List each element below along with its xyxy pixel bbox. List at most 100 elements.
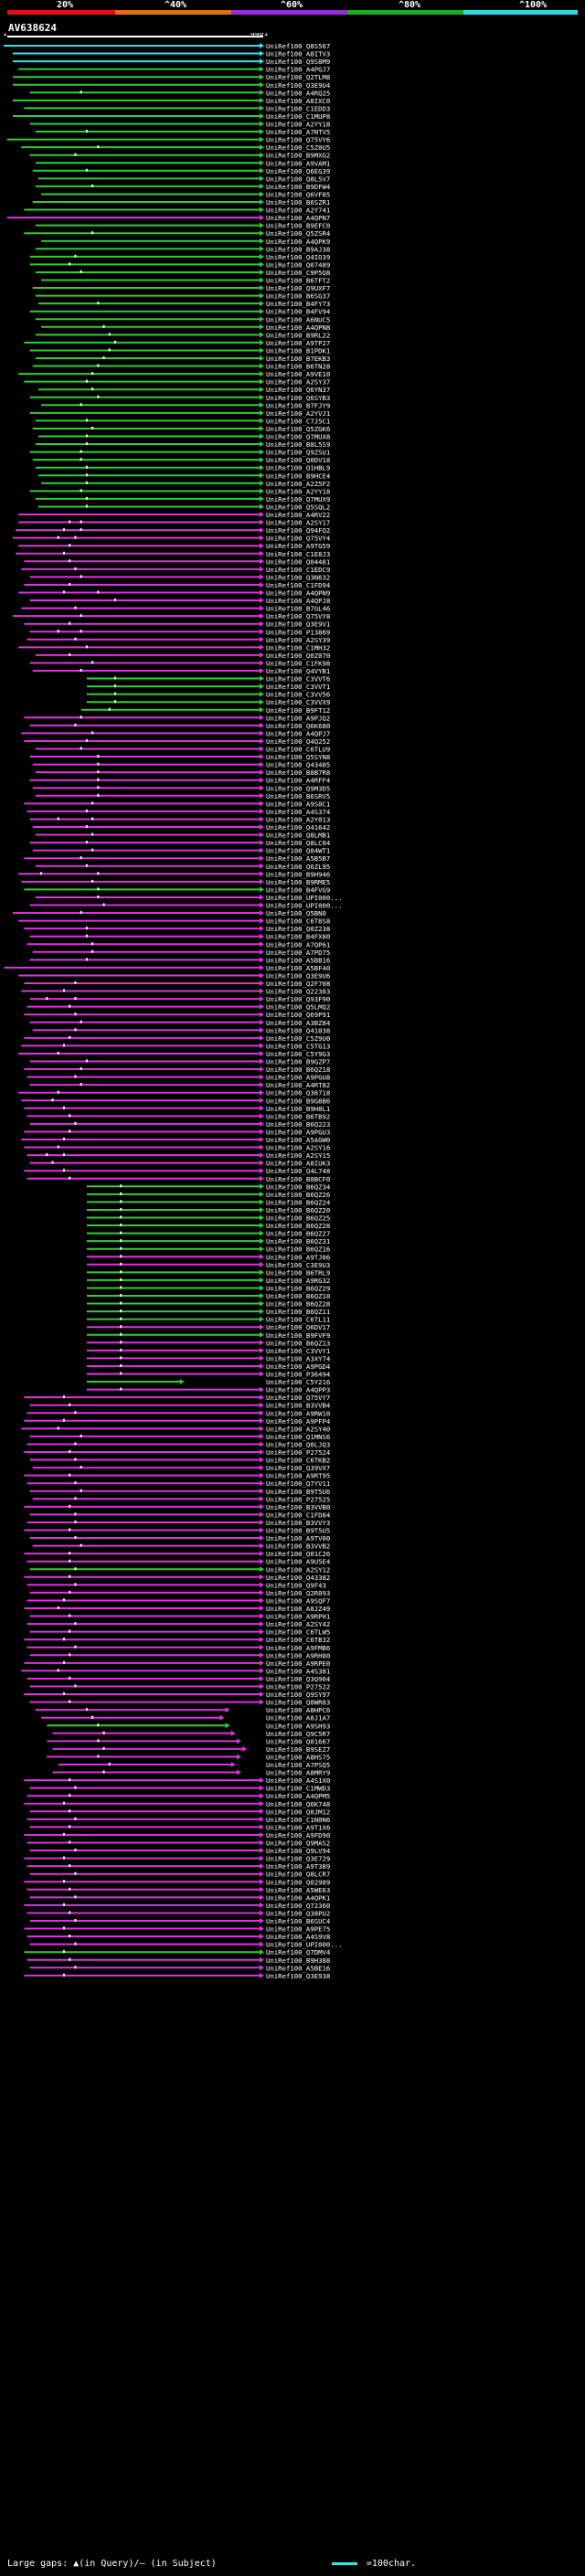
hit-arrow [260,636,264,642]
hit-label: UniRef100_A2YY18 [266,121,330,129]
gap-marker [80,458,82,461]
hit-arrow [260,1863,264,1870]
hit-label: UniRef100_Q9S8M9 [266,58,330,66]
hit-label: UniRef100_A9TP27 [266,339,330,347]
gap-marker [69,559,71,563]
gap-marker [69,1528,71,1532]
hit-label: UniRef100_B6QZ24 [266,1198,331,1206]
gap-marker [120,1277,122,1281]
gap-marker [108,333,111,336]
gap-marker [74,1121,77,1125]
hit-arrow [260,152,264,158]
gap-marker [69,1911,71,1914]
alignment-chart: 1 4401UniRef100_Q8S567UniRef100_A8ITV3Uni… [3,33,342,1980]
gap-marker [102,324,105,328]
hit-label: UniRef100_C6TKB2 [266,1457,330,1465]
gap-marker [80,911,82,915]
hit-arrow [260,535,264,541]
hit-arrow [260,1675,264,1681]
gap-marker [74,1942,77,1945]
hit-label: UniRef100_B9FVF9 [266,1331,330,1340]
hit-arrow [260,136,264,143]
hit-arrow [260,347,264,354]
hit-arrow [260,301,264,307]
hit-arrow [260,1824,264,1830]
gap-marker [120,1255,122,1258]
hit-arrow [260,1433,264,1439]
hit-label: UniRef100_C6TB32 [266,1636,330,1644]
gap-marker [120,1200,122,1203]
scale-label-40: ^40% [165,0,187,10]
hit-label: UniRef100_Q1HBL9 [266,464,330,472]
hit-arrow [260,1808,264,1815]
hit-arrow [260,308,264,314]
gap-marker [97,755,100,758]
hit-arrow [260,917,264,924]
hit-arrow [260,1785,264,1791]
hit-label: UniRef100_B6QZ34 [266,1182,331,1191]
hit-label: UniRef100_B3VVB2 [266,1542,330,1551]
hit-label: UniRef100_B9GZP7 [266,1058,330,1066]
hit-label: UniRef100_Q5SYN8 [266,753,330,761]
gap-marker [51,1161,54,1164]
gap-marker [97,590,100,594]
hit-label: UniRef100_Q3E729 [266,1855,330,1863]
hit-label: UniRef100_B8L5S9 [266,440,330,449]
gap-marker [62,1950,65,1954]
gap-marker [97,302,100,305]
hit-arrow [260,1972,264,1978]
gap-marker [85,738,88,742]
hit-arrow [260,1956,264,1963]
gap-marker [120,1348,122,1352]
gap-marker [69,1676,71,1680]
hit-label: UniRef100_A9RG32 [266,1277,330,1285]
hit-arrow [237,1769,242,1776]
hit-label: UniRef100_A9PGD4 [266,1362,331,1371]
hit-label: UniRef100_B8B7R8 [266,769,330,777]
hit-label: UniRef100_B4FX80 [266,933,330,941]
gap-marker [85,168,88,172]
hit-label: UniRef100_Q9ZSU1 [266,449,330,457]
hit-arrow [260,1918,264,1924]
hit-arrow [260,1465,264,1471]
gap-marker [85,841,88,844]
hit-arrow [260,1652,264,1659]
hit-arrow [260,737,264,744]
gap-marker [62,528,65,532]
hit-arrow [260,332,264,338]
hit-arrow [260,1644,264,1650]
hit-arrow [260,394,264,400]
hit-label: UniRef100_C1E8J3 [266,550,330,558]
hit-arrow [260,1261,264,1267]
gap-marker [74,606,77,610]
hit-label: UniRef100_A4QPJ7 [266,729,330,737]
gap-marker [120,1192,122,1195]
gap-marker [69,1403,71,1406]
hit-label: UniRef100_C1MWD3 [266,1785,330,1793]
hit-label: UniRef100_Q7YV11 [266,1479,330,1488]
hit-arrow [260,981,264,986]
hit-label: UniRef100_C5Y9G3 [266,1050,330,1058]
hit-arrow [260,668,264,673]
hit-arrow [260,871,264,877]
gap-marker [80,856,82,860]
hit-arrow [260,840,264,846]
hit-label: UniRef100_C3VVY1 [266,1347,330,1355]
hit-arrow [260,504,264,510]
hit-arrow [260,191,264,197]
hit-label: UniRef100_C1MUP8 [266,112,330,121]
hit-arrow [260,972,264,979]
hit-arrow [260,183,264,189]
hit-label: UniRef100_Q75VY4 [266,535,331,543]
hit-arrow [260,754,264,760]
hit-label: UniRef100_A8ITV3 [266,50,330,58]
hit-label: UniRef100_A5WE63 [266,1886,330,1894]
gap-marker [57,1090,59,1094]
gap-marker [91,832,94,836]
hit-label: UniRef100_Q4Q252 [266,737,330,746]
hit-label: UniRef100_B6SG37 [266,292,330,301]
hit-arrow [260,1589,264,1595]
gap-marker [62,590,65,594]
hit-arrow [260,1277,264,1283]
gap-marker [97,1739,100,1743]
